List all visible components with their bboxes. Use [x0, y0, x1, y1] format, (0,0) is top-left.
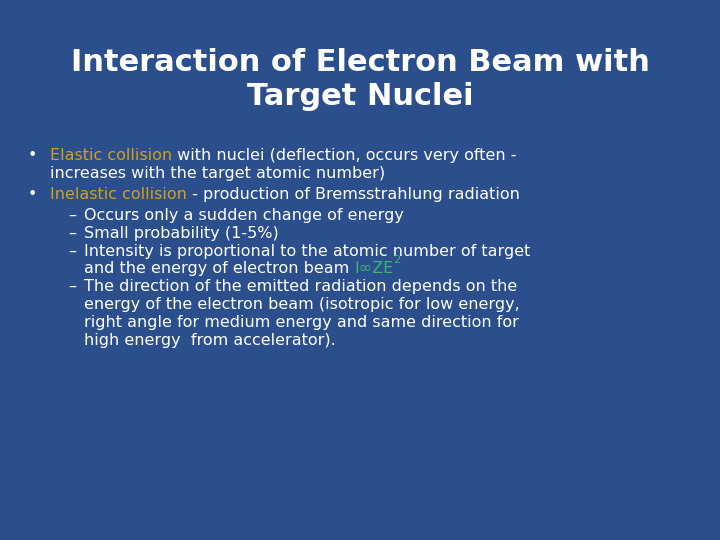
Text: •: • [28, 148, 37, 163]
Text: Target Nuclei: Target Nuclei [247, 82, 473, 111]
Text: Elastic collision: Elastic collision [50, 148, 172, 163]
Text: with nuclei (deflection, occurs very often -: with nuclei (deflection, occurs very oft… [172, 148, 517, 163]
Text: increases with the target atomic number): increases with the target atomic number) [50, 166, 385, 181]
Text: Inelastic collision: Inelastic collision [50, 187, 187, 202]
Text: I∞ZE: I∞ZE [354, 261, 394, 276]
Text: –: – [68, 244, 76, 259]
Text: The direction of the emitted radiation depends on the: The direction of the emitted radiation d… [84, 279, 517, 294]
Text: energy of the electron beam (isotropic for low energy,: energy of the electron beam (isotropic f… [84, 297, 520, 312]
Text: and the energy of electron beam: and the energy of electron beam [84, 261, 354, 276]
Text: - production of Bremsstrahlung radiation: - production of Bremsstrahlung radiation [187, 187, 520, 202]
Text: Small probability (1-5%): Small probability (1-5%) [84, 226, 279, 241]
Text: –: – [68, 279, 76, 294]
Text: high energy  from accelerator).: high energy from accelerator). [84, 333, 336, 348]
Text: –: – [68, 208, 76, 223]
Text: –: – [68, 226, 76, 241]
Text: Interaction of Electron Beam with: Interaction of Electron Beam with [71, 48, 649, 77]
Text: Intensity is proportional to the atomic number of target: Intensity is proportional to the atomic … [84, 244, 531, 259]
Text: •: • [28, 187, 37, 202]
Text: Occurs only a sudden change of energy: Occurs only a sudden change of energy [84, 208, 404, 223]
Text: right angle for medium energy and same direction for: right angle for medium energy and same d… [84, 315, 519, 330]
Text: 2: 2 [394, 255, 401, 265]
